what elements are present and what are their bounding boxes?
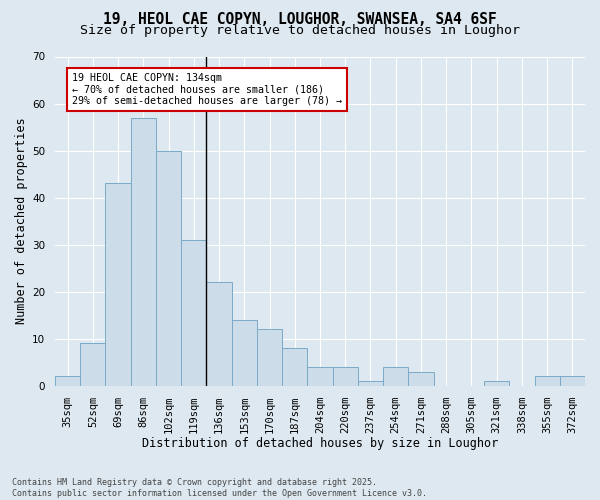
Title: 19, HEOL CAE COPYN, LOUGHOR, SWANSEA, SA4 6SF
Size of property relative to detac: 19, HEOL CAE COPYN, LOUGHOR, SWANSEA, SA…	[0, 499, 1, 500]
Text: Contains HM Land Registry data © Crown copyright and database right 2025.
Contai: Contains HM Land Registry data © Crown c…	[12, 478, 427, 498]
Bar	[307, 367, 332, 386]
Bar	[409, 372, 434, 386]
Bar	[257, 329, 282, 386]
Bar	[131, 118, 156, 386]
Text: 19 HEOL CAE COPYN: 134sqm
← 70% of detached houses are smaller (186)
29% of semi: 19 HEOL CAE COPYN: 134sqm ← 70% of detac…	[72, 73, 342, 106]
Bar	[383, 367, 409, 386]
Y-axis label: Number of detached properties: Number of detached properties	[15, 118, 28, 324]
Bar	[282, 348, 307, 386]
Bar	[484, 381, 509, 386]
Bar	[80, 344, 106, 386]
Bar	[332, 367, 358, 386]
X-axis label: Distribution of detached houses by size in Loughor: Distribution of detached houses by size …	[142, 437, 498, 450]
Text: Size of property relative to detached houses in Loughor: Size of property relative to detached ho…	[80, 24, 520, 37]
Bar	[232, 320, 257, 386]
Bar	[560, 376, 585, 386]
Bar	[181, 240, 206, 386]
Bar	[206, 282, 232, 386]
Bar	[358, 381, 383, 386]
Bar	[106, 184, 131, 386]
Text: 19, HEOL CAE COPYN, LOUGHOR, SWANSEA, SA4 6SF: 19, HEOL CAE COPYN, LOUGHOR, SWANSEA, SA…	[103, 12, 497, 28]
Bar	[55, 376, 80, 386]
Bar	[156, 150, 181, 386]
Bar	[535, 376, 560, 386]
